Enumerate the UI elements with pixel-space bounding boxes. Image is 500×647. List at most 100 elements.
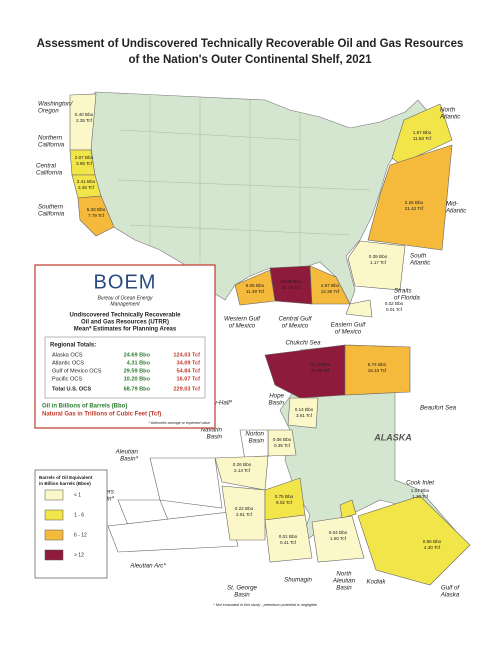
totals-box (44, 336, 206, 399)
total-gas: 16.07 Tcf (176, 376, 200, 382)
planning-area (344, 344, 411, 396)
total-region: Alaska OCS (52, 352, 83, 358)
area-name: South (410, 253, 427, 260)
area-name: Northern (38, 135, 63, 142)
gas-estimate: 1.17 Tcf (370, 260, 387, 265)
area-name: Basin (234, 592, 250, 599)
gas-estimate: 0.41 Tcf (280, 540, 297, 545)
area-name: North (440, 107, 456, 114)
oil-estimate: 5.74 Bbo (368, 362, 387, 367)
area-name: California (36, 170, 63, 177)
oil-estimate: 2.25 Bbo (405, 200, 424, 205)
total-oil: 4.31 Bbo (127, 360, 151, 366)
planning-area (264, 514, 313, 563)
area-name: Aleutian (115, 449, 139, 456)
planning-area (149, 457, 223, 509)
planning-area (347, 240, 406, 291)
total-gas: 124.03 Tcf (173, 352, 200, 358)
agency: Management (110, 301, 140, 307)
area-name: Basin (269, 400, 285, 407)
legend-label: 6 - 12 (74, 532, 87, 538)
gas-estimate: 7.79 Tcf (88, 213, 105, 218)
area-name: Kodiak (367, 579, 387, 586)
oil-estimate: 4.87 Bbo (321, 283, 340, 288)
area-name: Aleutian (332, 578, 356, 585)
area-name: Chukchi Sea (285, 340, 321, 347)
gas-estimate: 11.50 Tcf (413, 136, 432, 141)
oil-estimate: 0.39 Bbo (369, 254, 388, 259)
area-name: St. George (227, 585, 257, 592)
title-line: of the Nation's Outer Continental Shelf,… (129, 54, 373, 66)
total-oil: 24.69 Bbo (124, 352, 151, 358)
legend-swatch (44, 489, 64, 501)
area-name: Eastern Gulf (331, 322, 367, 329)
total-region: Pacific OCS (52, 376, 82, 382)
gas-estimate: 75.90 Tcf (311, 368, 330, 373)
title-line: Assessment of Undiscovered Technically R… (37, 38, 464, 50)
area-name: of Mexico (282, 323, 309, 330)
gas-estimate: 12.35 Tcf (321, 289, 340, 294)
alaska-footnote: * Not evaluated in this study - petroleu… (213, 603, 317, 607)
gas-estimate: 31.15 Tcf (282, 285, 301, 290)
oil-estimate: 0.02 Bbo (385, 301, 404, 306)
total-oil: 10.20 Bbo (124, 376, 151, 382)
oil-estimate: 0.22 Bbo (235, 506, 254, 511)
oil-estimate: 0.26 Bbo (233, 462, 252, 467)
total-gas: 34.09 Tcf (176, 360, 200, 366)
oil-estimate: 0.06 Bbo (273, 437, 292, 442)
area-name: California (38, 142, 65, 149)
footnote: * Arithmetic average or expected value (148, 421, 210, 425)
us-land (89, 91, 429, 305)
area-name: California (38, 211, 65, 218)
legend-swatch (44, 549, 64, 561)
area-name: Aleutian Arc* (129, 563, 166, 570)
area-name: Basin (249, 438, 265, 445)
oil-estimate: 2.41 Bbo (77, 179, 96, 184)
oil-estimate: 0.01 Bbo (279, 534, 298, 539)
totals: Alaska OCS 24.69 Bbo 124.03 Tcf Atlantic OC… (52, 352, 200, 392)
area-name: Basin (336, 585, 352, 592)
heading: Mean* Estimates for Planning Areas (74, 327, 177, 333)
area-name: Atlantic (439, 114, 461, 121)
area-name: Gulf of (441, 585, 461, 592)
total-oil: 68.79 Bbo (124, 386, 151, 392)
area-name: Atlantic (445, 208, 467, 215)
gas-estimate: 0.01 Tcf (386, 307, 403, 312)
alaska-label: ALASKA (373, 432, 412, 442)
area-name: Washington/ (38, 101, 74, 108)
total-oil: 29.59 Bbo (124, 368, 151, 374)
gas-estimate: 21.42 Tcf (405, 206, 424, 211)
oil-estimate: 15.73 Bbo (310, 362, 331, 367)
oil-estimate: 0.14 Bbo (295, 407, 314, 412)
planning-area (357, 495, 471, 586)
heading: Undiscovered Technically Recoverable (70, 313, 182, 319)
gas-estimate: 3.61 Tcf (296, 413, 313, 418)
area-name: Basin* (120, 456, 138, 463)
state-lines (117, 96, 371, 276)
gas-estimate: 3.95 Tcf (76, 161, 93, 166)
area-name: North (336, 571, 352, 578)
oil-estimate: 18.65 Bbo (281, 279, 302, 284)
planning-area (77, 195, 115, 237)
planning-area (367, 144, 453, 251)
area-name: of Mexico (229, 323, 256, 330)
gas-estimate: 4.30 Tcf (424, 545, 441, 550)
area-name: Atlantic (409, 260, 431, 267)
oil-note: Oil in Billions of Barrels (Bbo) (42, 404, 127, 410)
gas-estimate: 0.35 Tcf (274, 443, 291, 448)
boem-logo: BOEM (94, 271, 157, 293)
agency: Bureau of Ocean Energy (97, 295, 153, 301)
gas-estimate: 2.14 Tcf (234, 468, 251, 473)
total-region: Total U.S. OCS (52, 386, 91, 392)
gas-estimate: 2.35 Tcf (76, 118, 93, 123)
area-name: Oregon (38, 108, 59, 115)
oil-estimate: 0.66 Bbo (423, 539, 442, 544)
legend-title: Barrels of Oil Equivalent (39, 475, 93, 480)
oil-estimate: 0.04 Bbo (329, 530, 348, 535)
oil-estimate: 0.75 Bbo (275, 494, 294, 499)
area-name: Navarin (201, 427, 223, 434)
area-name: Straits (394, 288, 412, 295)
area-name: Mid- (446, 201, 458, 208)
gas-estimate: 11.39 Tcf (246, 289, 265, 294)
